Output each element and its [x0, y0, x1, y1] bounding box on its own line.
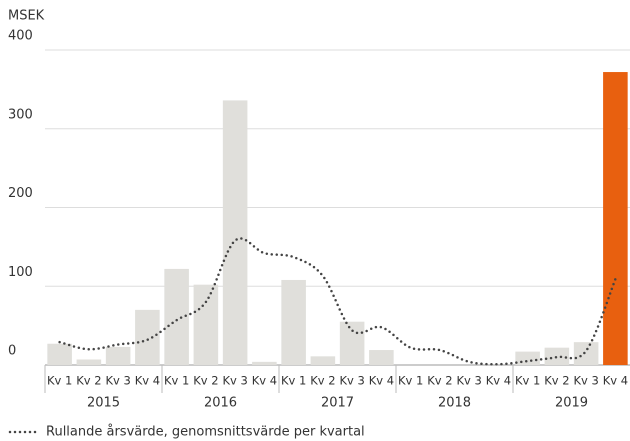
bar — [573, 342, 599, 365]
x-tick-label: Kv 1 — [398, 374, 423, 388]
x-tick-label: Kv 3 — [573, 374, 598, 388]
x-tick-label: Kv 2 — [76, 374, 101, 388]
group-label: 2018 — [438, 396, 471, 411]
line — [58, 237, 617, 366]
x-tick-label: Kv 1 — [47, 374, 72, 388]
bar — [603, 72, 628, 366]
x-tick-label: Kv 2 — [544, 374, 569, 388]
bar — [252, 361, 277, 365]
bar — [310, 356, 336, 365]
bar — [164, 268, 189, 365]
x-tick-label: Kv 2 — [193, 374, 218, 388]
group-label: 2016 — [204, 396, 237, 411]
group-label: 2015 — [87, 396, 120, 411]
x-tick-label: Kv 3 — [105, 374, 130, 388]
bar — [515, 351, 540, 365]
x-tick-label: Kv 3 — [456, 374, 481, 388]
x-tick-label: Kv 4 — [135, 374, 160, 388]
x-tick-label: Kv 3 — [339, 374, 364, 388]
bar — [47, 343, 72, 365]
y-axis-label: MSEK — [8, 9, 45, 24]
bar — [193, 284, 219, 365]
bar — [339, 321, 365, 365]
x-tick-label: Kv 2 — [310, 374, 335, 388]
bar — [105, 346, 131, 365]
legend-label: Rullande årsvärde, genomsnittsvärde per … — [46, 425, 365, 440]
x-tick-label: Kv 4 — [369, 374, 394, 388]
bar — [135, 309, 160, 365]
bar — [76, 359, 102, 365]
group-label: 2017 — [321, 396, 354, 411]
x-tick-label: Kv 1 — [281, 374, 306, 388]
y-tick-label: 300 — [8, 107, 33, 122]
y-tick-label: 200 — [8, 186, 33, 201]
bar — [369, 350, 394, 365]
y-tick-label: 400 — [8, 29, 33, 44]
x-tick-label: Kv 2 — [427, 374, 452, 388]
y-tick-label: 100 — [8, 265, 33, 280]
x-tick-label: Kv 1 — [164, 374, 189, 388]
x-tick-label: Kv 4 — [603, 374, 628, 388]
bar — [222, 100, 248, 366]
bar — [281, 279, 306, 365]
x-tick-label: Kv 4 — [486, 374, 511, 388]
x-tick-label: Kv 4 — [252, 374, 277, 388]
x-tick-label: Kv 3 — [222, 374, 247, 388]
y-tick-label: 0 — [8, 344, 16, 359]
x-tick-label: Kv 1 — [515, 374, 540, 388]
group-label: 2019 — [555, 396, 588, 411]
